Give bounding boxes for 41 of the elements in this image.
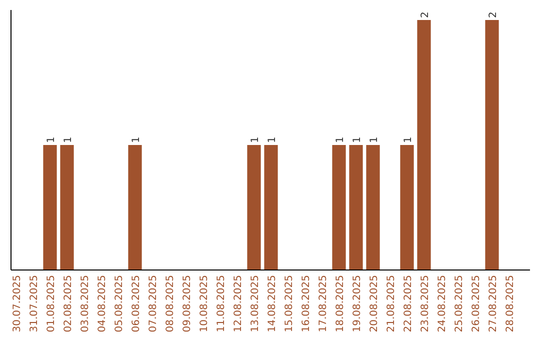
x-tick-label: 12.08.2025 — [233, 275, 244, 332]
data-label: 1 — [131, 136, 142, 143]
x-tick-label: 22.08.2025 — [403, 275, 414, 332]
x-tick-label: 31.07.2025 — [29, 275, 40, 332]
x-tick-label: 11.08.2025 — [216, 275, 227, 332]
x-tick-label: 08.08.2025 — [165, 275, 176, 332]
x-tick-label: 09.08.2025 — [182, 275, 193, 332]
data-label: 1 — [335, 136, 346, 143]
data-label: 1 — [63, 136, 74, 143]
x-tick-label: 07.08.2025 — [148, 275, 159, 332]
x-tick-label: 02.08.2025 — [63, 275, 74, 332]
x-tick-label: 14.08.2025 — [267, 275, 278, 332]
data-label: 2 — [488, 12, 499, 18]
x-tick-label: 03.08.2025 — [80, 275, 91, 332]
x-tick-label: 30.07.2025 — [12, 275, 23, 332]
x-tick-label: 24.08.2025 — [437, 275, 448, 332]
x-tick-label: 26.08.2025 — [471, 275, 482, 332]
data-label: 1 — [352, 136, 363, 143]
x-tick-label: 27.08.2025 — [488, 275, 499, 332]
x-tick-label: 18.08.2025 — [335, 275, 346, 332]
x-tick-label: 23.08.2025 — [420, 275, 431, 332]
data-label: 2 — [420, 12, 431, 18]
data-label: 1 — [250, 136, 261, 143]
x-tick-label: 15.08.2025 — [284, 275, 295, 332]
x-tick-label: 17.08.2025 — [318, 275, 329, 332]
data-label: 1 — [369, 136, 380, 143]
x-tick-label: 04.08.2025 — [97, 275, 108, 332]
x-tick-label: 20.08.2025 — [369, 275, 380, 332]
x-tick-label: 19.08.2025 — [352, 275, 363, 332]
x-tick-label: 13.08.2025 — [250, 275, 261, 332]
x-tick-label: 01.08.2025 — [46, 275, 57, 332]
x-tick-label: 05.08.2025 — [114, 275, 125, 332]
x-tick-label: 25.08.2025 — [454, 275, 465, 332]
data-label: 1 — [403, 136, 414, 143]
data-label: 1 — [267, 136, 278, 143]
x-tick-label: 10.08.2025 — [199, 275, 210, 332]
x-tick-label: 06.08.2025 — [131, 275, 142, 332]
x-tick-label: 16.08.2025 — [301, 275, 312, 332]
x-tick-label: 28.08.2025 — [505, 275, 516, 332]
data-label: 1 — [46, 136, 57, 143]
x-tick-label: 21.08.2025 — [386, 275, 397, 332]
